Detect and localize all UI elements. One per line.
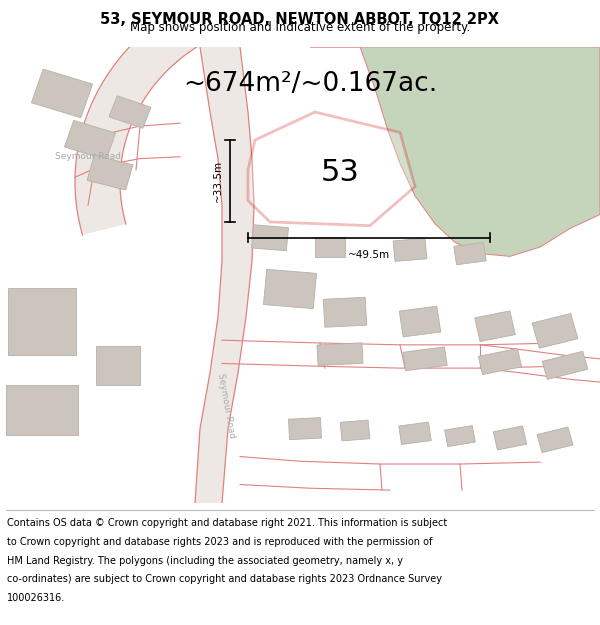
Polygon shape — [493, 426, 527, 450]
Text: HM Land Registry. The polygons (including the associated geometry, namely x, y: HM Land Registry. The polygons (includin… — [7, 556, 403, 566]
Polygon shape — [31, 69, 92, 118]
Text: Contains OS data © Crown copyright and database right 2021. This information is : Contains OS data © Crown copyright and d… — [7, 518, 448, 528]
Polygon shape — [96, 346, 140, 385]
Polygon shape — [64, 121, 116, 159]
Polygon shape — [75, 0, 295, 235]
Polygon shape — [399, 306, 441, 337]
Polygon shape — [109, 96, 151, 128]
Polygon shape — [251, 225, 289, 251]
Polygon shape — [6, 385, 78, 435]
Text: ~33.5m: ~33.5m — [213, 160, 223, 202]
Text: Seymour Road: Seymour Road — [55, 152, 121, 161]
Polygon shape — [399, 422, 431, 444]
Polygon shape — [323, 298, 367, 328]
Text: co-ordinates) are subject to Crown copyright and database rights 2023 Ordnance S: co-ordinates) are subject to Crown copyr… — [7, 574, 442, 584]
Polygon shape — [445, 426, 475, 447]
Polygon shape — [532, 314, 578, 348]
Text: ~674m²/~0.167ac.: ~674m²/~0.167ac. — [183, 71, 437, 97]
Polygon shape — [310, 47, 600, 256]
Text: to Crown copyright and database rights 2023 and is reproduced with the permissio: to Crown copyright and database rights 2… — [7, 537, 433, 547]
Polygon shape — [195, 47, 254, 503]
Text: 53: 53 — [320, 158, 359, 187]
Polygon shape — [475, 311, 515, 341]
Text: Map shows position and indicative extent of the property.: Map shows position and indicative extent… — [130, 21, 470, 34]
Polygon shape — [248, 112, 415, 226]
Polygon shape — [263, 269, 317, 309]
Text: Seymour Road: Seymour Road — [216, 372, 236, 439]
Polygon shape — [537, 427, 573, 452]
Polygon shape — [87, 155, 133, 190]
Polygon shape — [454, 242, 486, 265]
Polygon shape — [317, 343, 363, 366]
Polygon shape — [542, 351, 588, 379]
Polygon shape — [478, 349, 521, 374]
Text: 100026316.: 100026316. — [7, 593, 65, 603]
Text: ~49.5m: ~49.5m — [348, 249, 390, 259]
Polygon shape — [403, 347, 447, 371]
Polygon shape — [8, 288, 76, 355]
Text: 53, SEYMOUR ROAD, NEWTON ABBOT, TQ12 2PX: 53, SEYMOUR ROAD, NEWTON ABBOT, TQ12 2PX — [101, 12, 499, 27]
Polygon shape — [315, 237, 345, 258]
Polygon shape — [340, 420, 370, 441]
Polygon shape — [393, 238, 427, 261]
Polygon shape — [289, 418, 322, 439]
